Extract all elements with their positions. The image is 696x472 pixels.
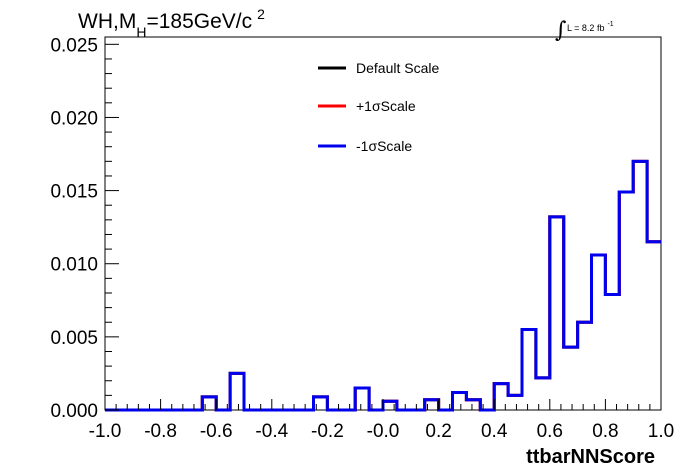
x-tick-label: -0.4 (255, 421, 288, 442)
series-layer (105, 159, 661, 412)
y-tick-label: 0.010 (50, 255, 98, 276)
y-tick-label: 0.025 (50, 35, 98, 56)
x-tick-label: 1.0 (648, 421, 674, 442)
title-main: WH,M (78, 10, 136, 33)
legend: Default Scale +1σScale -1σScale (318, 60, 439, 154)
x-tick-label: -0.6 (200, 421, 233, 442)
y-tick-label: 0.020 (50, 108, 98, 129)
series-line-2 (105, 159, 661, 412)
x-axis-label: ttbarNNScore (526, 446, 655, 468)
y-tick-label: 0.005 (50, 328, 98, 349)
chart-title: WH,MH=185GeV/c 2 (78, 6, 265, 40)
x-tick-label: -0.2 (311, 421, 344, 442)
lumi-integral-sign: ∫ (555, 18, 567, 43)
title-subscript: H (136, 24, 146, 40)
lumi-text: L = 8.2 fb (567, 23, 604, 33)
x-tick-label: 0.2 (425, 421, 451, 442)
legend-label-default: Default Scale (356, 60, 439, 76)
x-tick-label: 0.4 (481, 421, 508, 442)
x-tick-label: -0.0 (367, 421, 400, 442)
x-tick-label: 0.8 (592, 421, 618, 442)
x-tick-label: -1.0 (89, 421, 122, 442)
x-tick-label: 0.6 (537, 421, 563, 442)
legend-label-plus1sigma: +1σScale (356, 98, 416, 114)
x-tick-label: -0.8 (144, 421, 177, 442)
lumi-superscript: -1 (607, 21, 613, 28)
title-superscript: 2 (257, 6, 265, 22)
title-rest: =185GeV/c (146, 10, 252, 33)
legend-label-minus1sigma: -1σScale (356, 138, 412, 154)
lumi-label: L = 8.2 fb -1 (567, 21, 614, 33)
axis-layer: -1.0 -0.8 -0.6 -0.4 -0.2 -0.0 0.2 0.4 0.6 0.8 1.0 0… (50, 35, 674, 442)
y-tick-label: 0.000 (50, 401, 98, 422)
y-tick-label: 0.015 (50, 182, 98, 203)
